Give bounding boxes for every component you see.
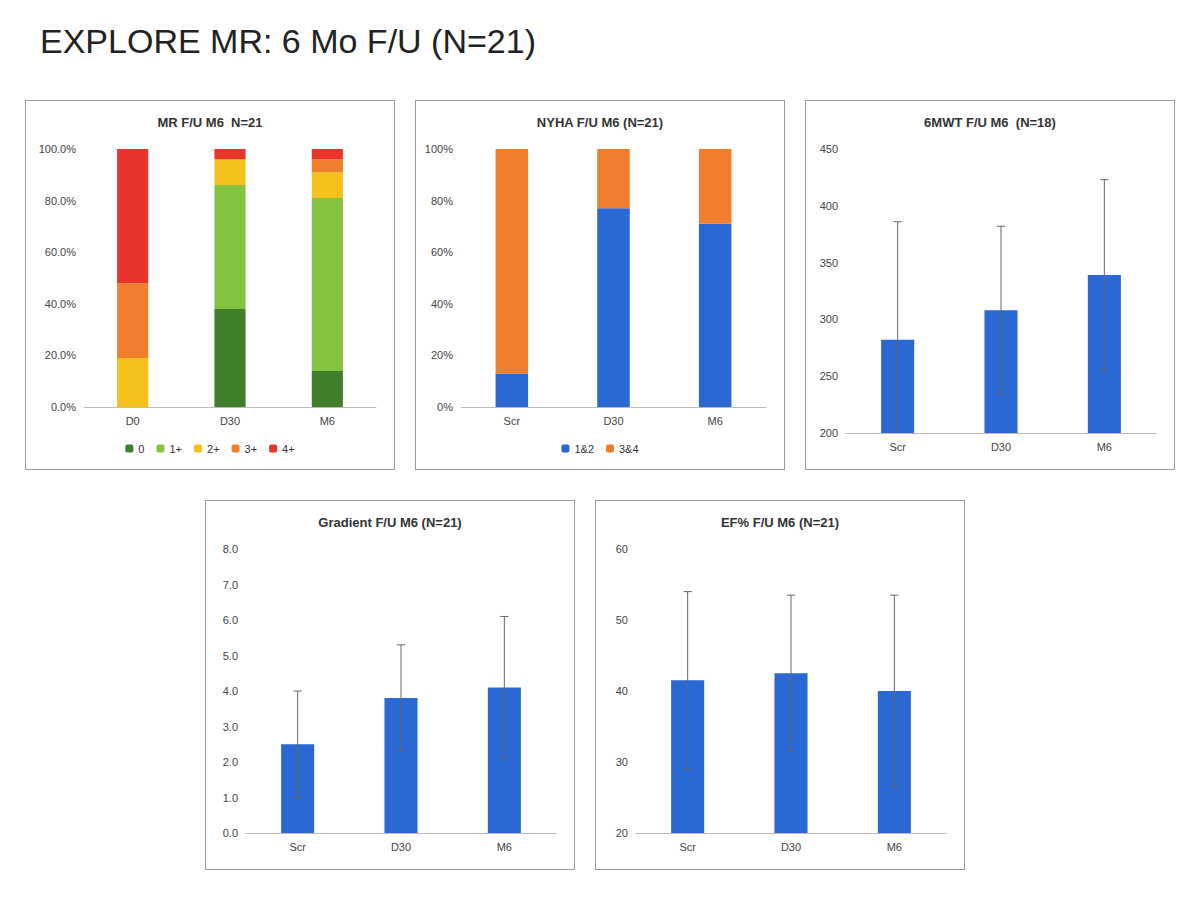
- svg-text:60: 60: [616, 543, 628, 555]
- svg-text:50: 50: [616, 614, 628, 626]
- svg-text:60.0%: 60.0%: [45, 246, 76, 258]
- svg-text:1+: 1+: [169, 443, 182, 455]
- svg-text:350: 350: [820, 257, 838, 269]
- svg-text:100%: 100%: [425, 143, 453, 155]
- svg-text:80.0%: 80.0%: [45, 195, 76, 207]
- svg-text:5.0: 5.0: [223, 650, 238, 662]
- svg-text:1.0: 1.0: [223, 792, 238, 804]
- svg-text:400: 400: [820, 200, 838, 212]
- svg-text:3&4: 3&4: [619, 443, 639, 455]
- svg-text:M6: M6: [497, 841, 512, 853]
- svg-text:Scr: Scr: [504, 415, 521, 427]
- svg-text:450: 450: [820, 143, 838, 155]
- svg-text:D30: D30: [991, 441, 1011, 453]
- svg-text:EF% F/U M6 (N=21): EF% F/U M6 (N=21): [721, 515, 839, 530]
- svg-text:30: 30: [616, 756, 628, 768]
- svg-text:Scr: Scr: [889, 441, 906, 453]
- svg-text:3.0: 3.0: [223, 721, 238, 733]
- svg-text:0.0: 0.0: [223, 827, 238, 839]
- svg-text:M6: M6: [1097, 441, 1112, 453]
- svg-text:20%: 20%: [431, 349, 453, 361]
- svg-text:7.0: 7.0: [223, 579, 238, 591]
- svg-text:2.0: 2.0: [223, 756, 238, 768]
- svg-text:4.0: 4.0: [223, 685, 238, 697]
- svg-text:M6: M6: [887, 841, 902, 853]
- svg-text:6.0: 6.0: [223, 614, 238, 626]
- svg-text:100.0%: 100.0%: [39, 143, 77, 155]
- svg-text:D30: D30: [220, 415, 240, 427]
- svg-text:0: 0: [138, 443, 144, 455]
- svg-text:D30: D30: [603, 415, 623, 427]
- html-text:EXPLORE MR: 6 Mo F/U (N=21): EXPLORE MR: 6 Mo F/U (N=21): [40, 22, 536, 60]
- svg-text:Scr: Scr: [679, 841, 696, 853]
- svg-text:2+: 2+: [207, 443, 220, 455]
- svg-text:4+: 4+: [282, 443, 295, 455]
- svg-text:MR F/U M6 N=21: MR F/U M6 N=21: [157, 115, 262, 130]
- svg-text:20.0%: 20.0%: [45, 349, 76, 361]
- svg-text:40%: 40%: [431, 298, 453, 310]
- svg-text:0.0%: 0.0%: [51, 401, 76, 413]
- svg-text:NYHA F/U M6 (N=21): NYHA F/U M6 (N=21): [537, 115, 663, 130]
- svg-text:D30: D30: [391, 841, 411, 853]
- svg-text:20: 20: [616, 827, 628, 839]
- svg-text:8.0: 8.0: [223, 543, 238, 555]
- svg-text:300: 300: [820, 313, 838, 325]
- svg-text:M6: M6: [708, 415, 723, 427]
- svg-text:D30: D30: [781, 841, 801, 853]
- svg-text:6MWT F/U M6 (N=18): 6MWT F/U M6 (N=18): [924, 115, 1056, 130]
- svg-text:250: 250: [820, 370, 838, 382]
- svg-text:200: 200: [820, 427, 838, 439]
- svg-text:Scr: Scr: [289, 841, 306, 853]
- svg-text:M6: M6: [320, 415, 335, 427]
- svg-text:80%: 80%: [431, 195, 453, 207]
- svg-text:Gradient F/U M6 (N=21): Gradient F/U M6 (N=21): [318, 515, 461, 530]
- svg-text:1&2: 1&2: [574, 443, 594, 455]
- svg-text:60%: 60%: [431, 246, 453, 258]
- svg-text:0%: 0%: [437, 401, 453, 413]
- svg-text:3+: 3+: [245, 443, 258, 455]
- svg-text:40: 40: [616, 685, 628, 697]
- svg-text:40.0%: 40.0%: [45, 298, 76, 310]
- svg-text:D0: D0: [126, 415, 140, 427]
